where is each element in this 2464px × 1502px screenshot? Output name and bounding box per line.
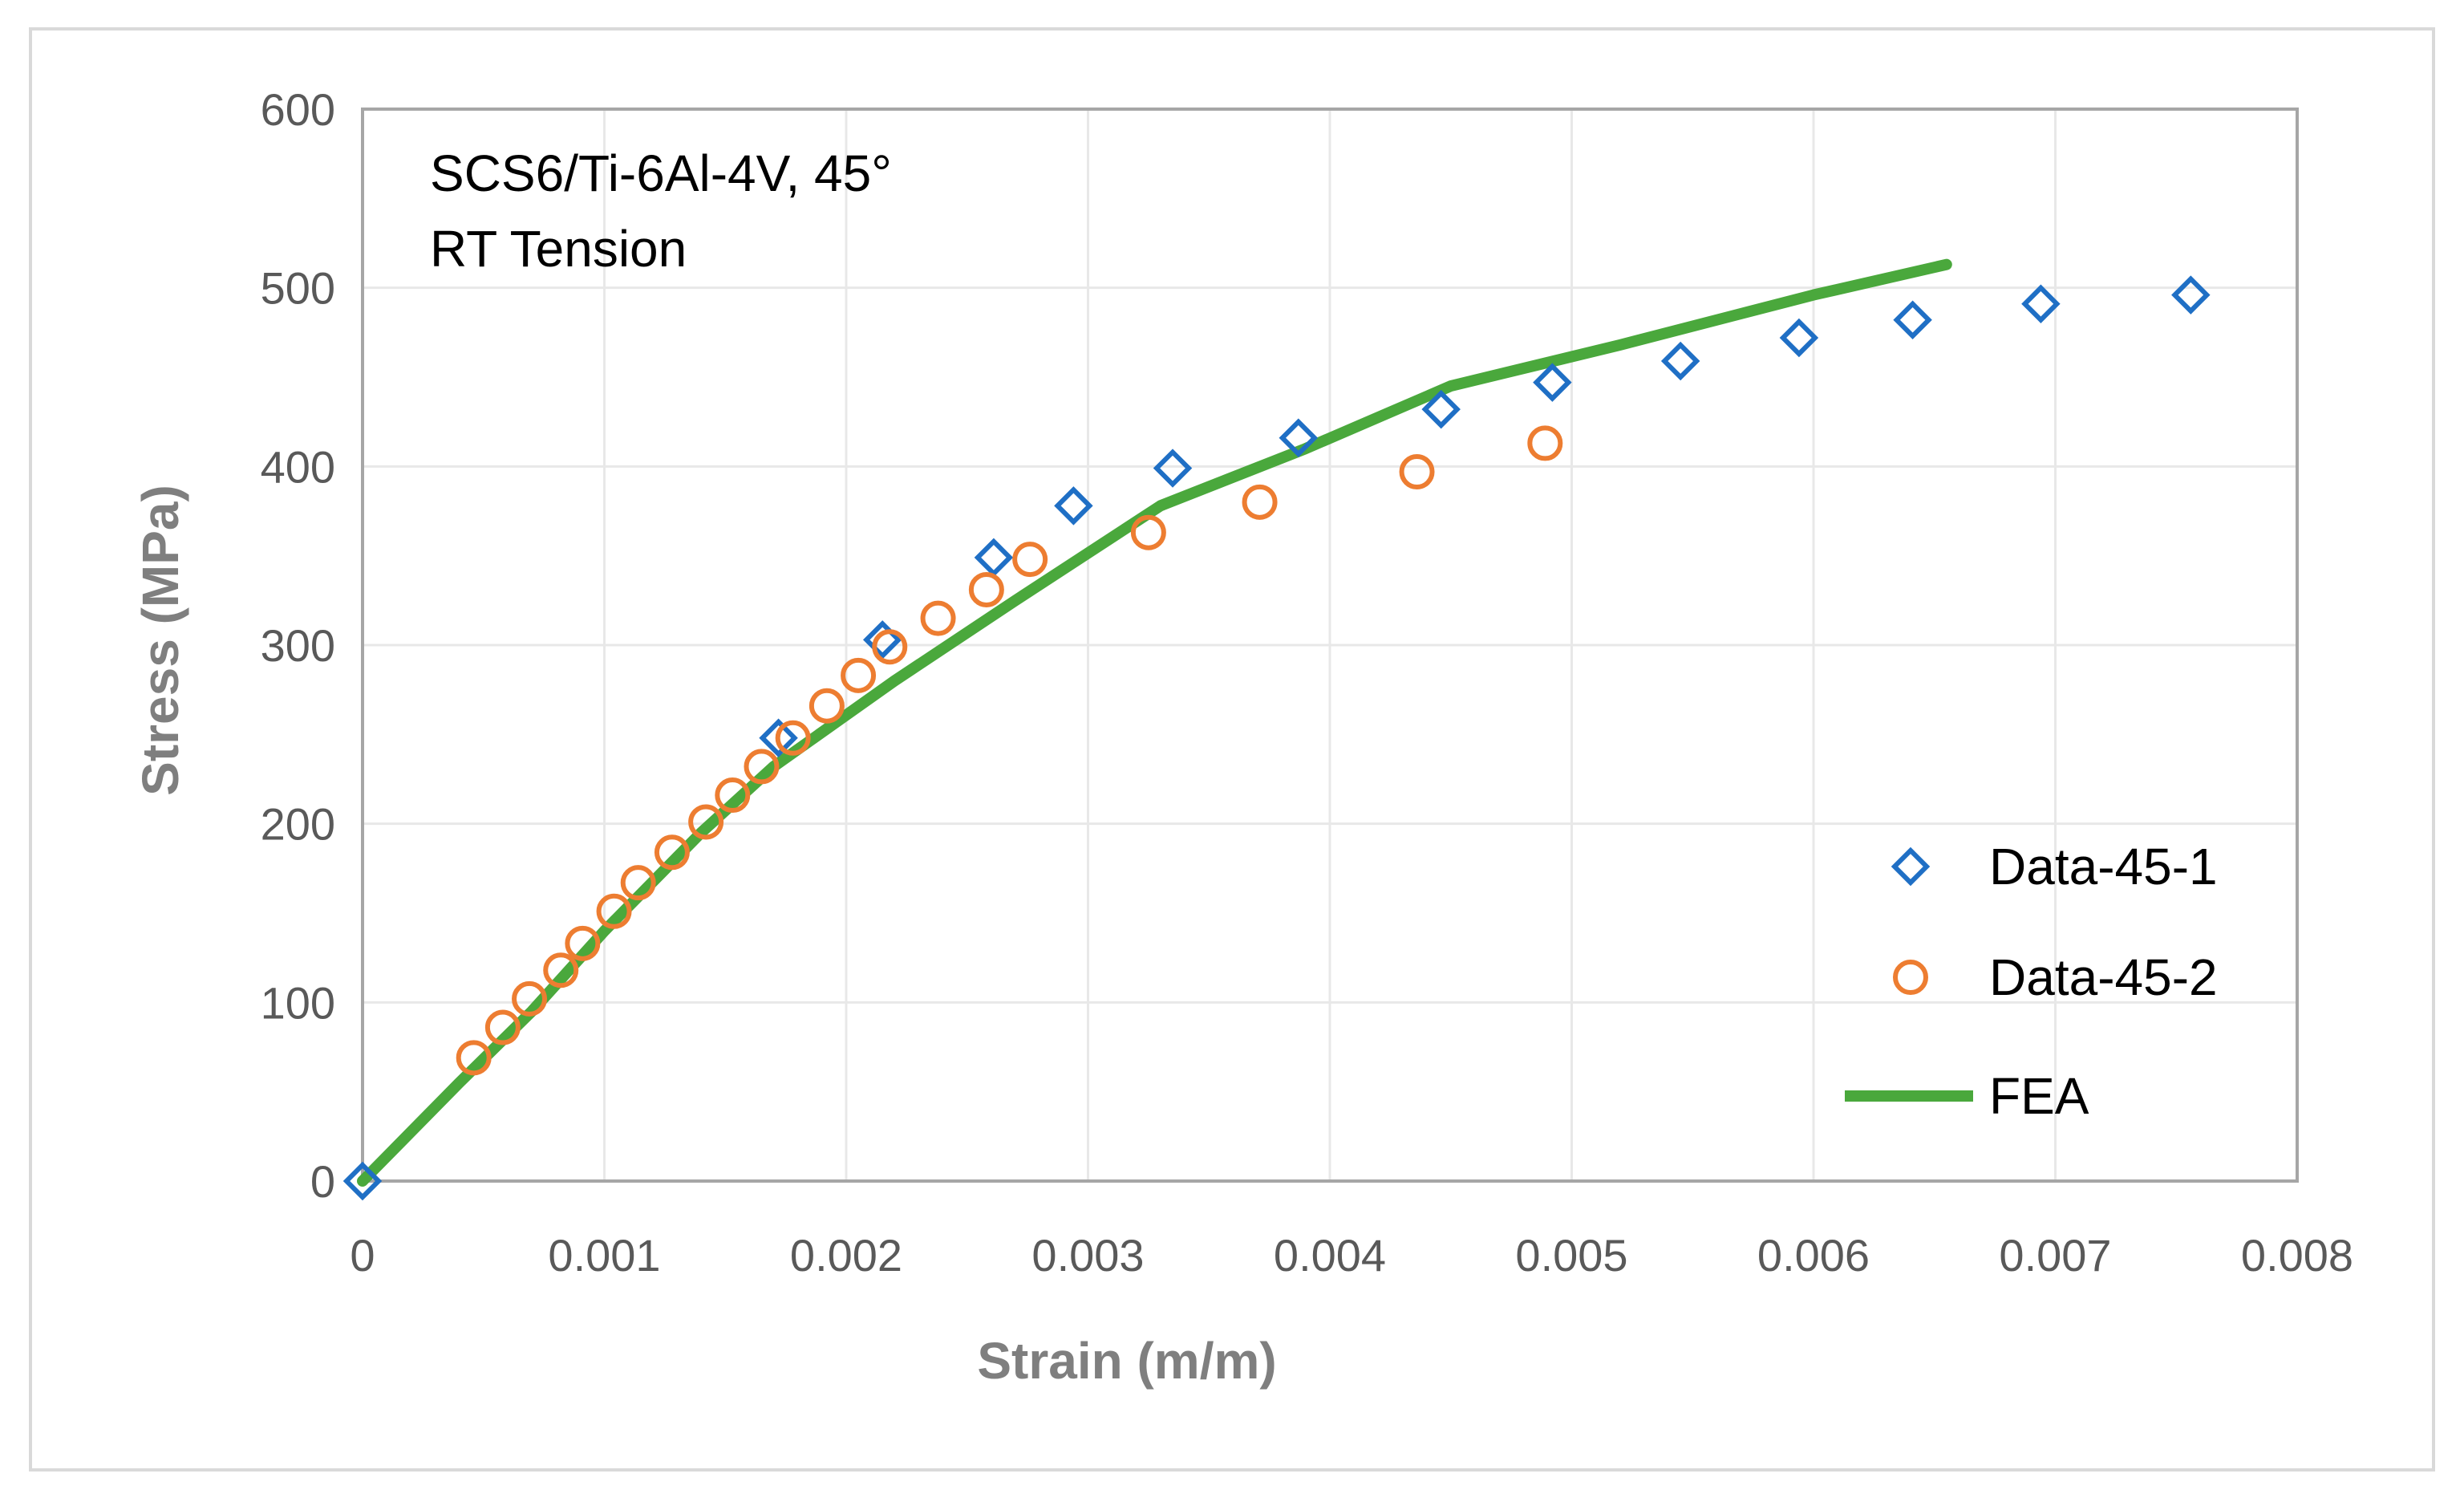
y-tick-label: 600 <box>261 84 335 135</box>
legend-label-data-45-2: Data-45-2 <box>1989 948 2218 1006</box>
y-tick-labels: 0 100 200 300 400 500 600 <box>261 84 335 1207</box>
y-tick-label: 400 <box>261 441 335 492</box>
legend-item-data-45-2: Data-45-2 <box>1893 948 2218 1006</box>
data-45-2-point <box>968 571 1004 607</box>
data-45-2-point <box>512 980 548 1017</box>
legend-label-data-45-1: Data-45-1 <box>1989 838 2218 895</box>
data-45-1-point <box>1279 418 1319 457</box>
data-45-2-point <box>620 865 656 901</box>
data-45-2-point <box>596 893 632 929</box>
data-45-2-point <box>1399 454 1435 490</box>
data-45-2-point <box>715 777 751 814</box>
plot-axes <box>361 108 2299 1183</box>
data-45-1-series <box>342 275 2211 1201</box>
legend-marker-diamond <box>1891 846 1931 887</box>
x-tick-label: 0.008 <box>2241 1230 2353 1281</box>
x-tick-label: 0.002 <box>790 1230 902 1281</box>
data-45-2-point <box>688 804 724 840</box>
data-45-2-point <box>808 688 845 724</box>
data-45-2-point <box>1242 484 1278 520</box>
data-45-2-point <box>565 925 601 961</box>
legend-item-data-45-1: Data-45-1 <box>1891 838 2218 895</box>
data-45-2-point <box>775 720 811 756</box>
x-tick-label: 0.006 <box>1757 1230 1870 1281</box>
data-45-1-point <box>1054 486 1093 526</box>
x-tick-label: 0.003 <box>1031 1230 1144 1281</box>
data-45-1-point <box>974 538 1014 578</box>
fea-series <box>357 258 1952 1187</box>
data-45-1-point <box>1533 363 1572 402</box>
annotation-line-2: RT Tension <box>430 220 687 278</box>
data-45-1-point <box>2021 284 2061 323</box>
chart-svg: 0 0.001 0.002 0.003 0.004 0.005 0.006 0.007 0.00… <box>132 84 2353 1390</box>
data-45-1-point <box>1779 318 1819 358</box>
plot-area-border <box>361 108 2299 1183</box>
x-tick-label: 0.001 <box>548 1230 660 1281</box>
data-45-2-point <box>872 629 908 665</box>
data-45-1-point <box>2171 275 2211 315</box>
legend-marker-circle <box>1893 960 1928 995</box>
y-tick-label: 100 <box>261 977 335 1028</box>
data-45-1-point <box>1153 449 1193 488</box>
data-45-1-point <box>1421 389 1461 429</box>
x-axis-title: Strain (m/m) <box>977 1332 1276 1390</box>
data-45-2-point <box>543 952 579 988</box>
x-tick-label: 0 <box>350 1230 375 1281</box>
data-45-2-point <box>484 1009 521 1045</box>
y-tick-label: 300 <box>261 620 335 671</box>
data-45-2-point <box>654 834 690 871</box>
data-45-1-point <box>759 718 798 758</box>
data-45-2-point <box>1527 425 1563 461</box>
legend-label-fea: FEA <box>1989 1067 2089 1125</box>
x-tick-label: 0.005 <box>1515 1230 1627 1281</box>
data-45-2-point <box>744 749 780 785</box>
data-45-1-point <box>1893 300 1932 339</box>
y-tick-label: 500 <box>261 263 335 314</box>
data-45-1-point <box>862 620 902 660</box>
data-45-2-series <box>456 425 1563 1076</box>
y-axis-title: Stress (MPa) <box>132 485 189 796</box>
legend-item-fea: FEA <box>1845 1067 2089 1125</box>
fea-line <box>357 258 1952 1187</box>
annotation-line-1: SCS6/Ti-6Al-4V, 45° <box>430 144 892 202</box>
y-tick-label: 200 <box>261 799 335 850</box>
data-45-1-point <box>342 1161 383 1201</box>
legend: Data-45-1 Data-45-2 FEA <box>1845 838 2218 1125</box>
data-45-2-point <box>1130 514 1166 550</box>
data-45-2-point <box>456 1040 492 1076</box>
y-tick-label: 0 <box>310 1156 335 1207</box>
data-45-2-point <box>1012 542 1048 578</box>
data-45-2-point <box>841 657 877 693</box>
data-45-1-point <box>1660 341 1700 381</box>
x-tick-label: 0.007 <box>1999 1230 2111 1281</box>
data-45-2-point <box>920 600 956 636</box>
x-tick-labels: 0 0.001 0.002 0.003 0.004 0.005 0.006 0.007 0.00… <box>350 1230 2353 1281</box>
x-tick-label: 0.004 <box>1274 1230 1386 1281</box>
chart-frame: 0 0.001 0.002 0.003 0.004 0.005 0.006 0.007 0.00… <box>29 27 2435 1472</box>
